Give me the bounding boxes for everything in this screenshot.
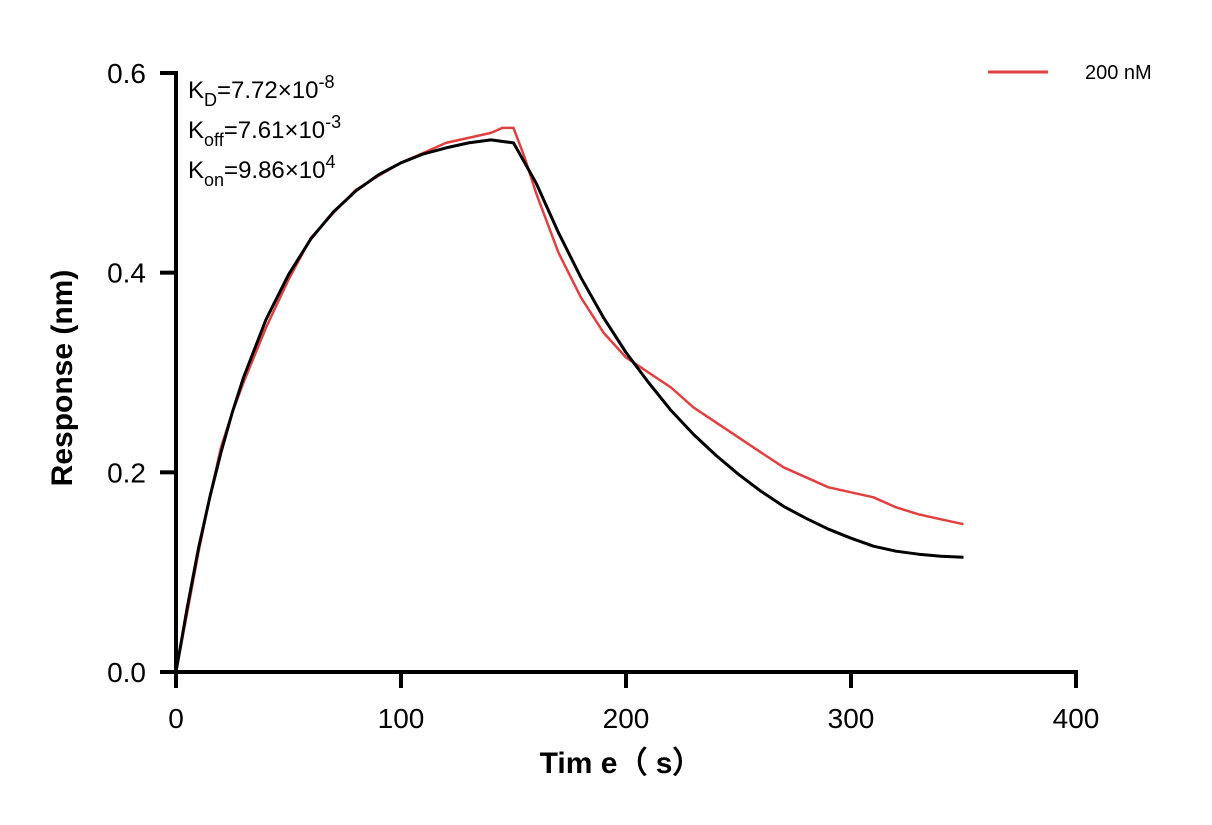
fit-curve-line [174,138,964,673]
y-tick-label: 0.4 [107,258,146,289]
y-tick-label: 0.6 [107,58,146,89]
plot-series [174,126,964,673]
y-axis-title: Response (nm) [46,270,79,487]
x-tick-label: 200 [603,703,650,734]
ticks: 0 100 200 300 400 0.0 0.2 0.4 0.6 [107,58,1099,734]
legend: 200 nM [988,62,1152,84]
kinetic-constant-on: Kon=9.86×104 [188,152,336,190]
x-tick-label: 300 [828,703,875,734]
y-tick-label: 0.0 [107,657,146,688]
series-200nm-line [174,126,964,673]
legend-label-200nm: 200 nM [1085,62,1152,84]
kinetic-constant-off: Koff=7.61×10-3 [188,112,341,150]
x-tick-label: 400 [1053,703,1100,734]
kinetic-constant-D: KD=7.72×10-8 [188,72,334,110]
x-tick-label: 0 [168,703,184,734]
x-tick-label: 100 [378,703,425,734]
y-tick-label: 0.2 [107,457,146,488]
x-axis-title: Tim e（ s） [540,746,703,780]
